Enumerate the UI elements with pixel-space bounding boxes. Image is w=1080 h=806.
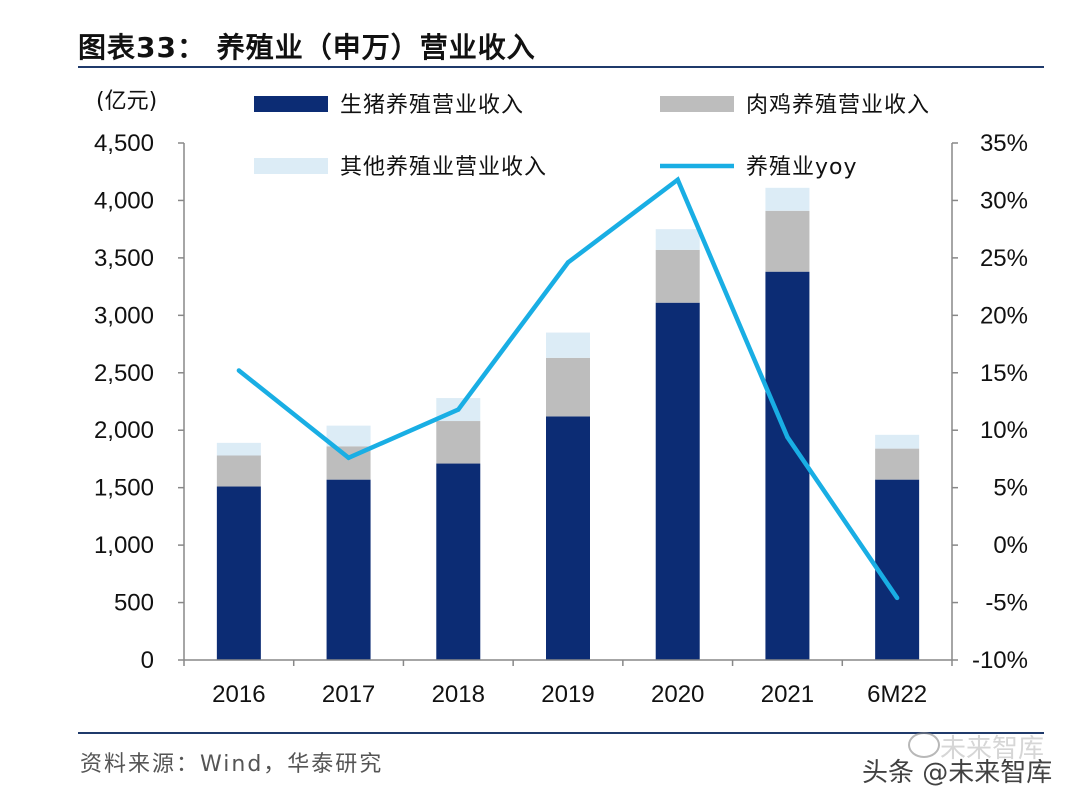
bottom-rule <box>78 732 1044 734</box>
right-tick-label: -5% <box>985 590 1028 617</box>
bar-broiler <box>655 249 700 303</box>
yoy-point <box>675 177 680 182</box>
bar-pig <box>436 463 481 660</box>
left-tick-label: 4,000 <box>94 187 154 214</box>
bar-pig <box>216 486 261 660</box>
bar-pig <box>765 271 810 660</box>
legend-pig-swatch <box>254 96 328 112</box>
bar-pig <box>546 416 590 660</box>
left-tick-label: 1,000 <box>94 532 154 559</box>
x-category-label: 2018 <box>432 681 485 708</box>
bar-pig <box>875 479 920 660</box>
yoy-point <box>785 434 790 440</box>
right-tick-label: 20% <box>980 302 1028 329</box>
bar-pig <box>655 302 700 660</box>
left-tick-label: 3,500 <box>94 245 154 272</box>
bar-broiler <box>216 455 261 487</box>
legend-broiler-swatch <box>660 96 734 112</box>
x-category-label: 6M22 <box>867 681 927 708</box>
x-category-label: 2021 <box>761 681 814 708</box>
x-category-label: 2017 <box>322 681 375 708</box>
watermark-brand: 未来智库 <box>940 734 1045 764</box>
left-tick-label: 4,500 <box>94 130 154 157</box>
title-rule <box>78 66 1044 68</box>
right-tick-label: 30% <box>980 187 1028 214</box>
right-tick-label: 10% <box>980 417 1028 444</box>
bar-other <box>875 434 920 449</box>
yoy-point <box>894 595 900 601</box>
axes: 0 500 1,000 1,500 2,000 2,500 3,000 3,500 4,000 4… <box>94 89 1028 708</box>
x-category-label: 2020 <box>651 681 704 708</box>
legend-yoy-label: 养殖业yoy <box>746 155 858 180</box>
source-note: 资料来源：Wind，华泰研究 <box>80 752 384 777</box>
right-tick-label: 25% <box>980 245 1028 272</box>
chart: 0 500 1,000 1,500 2,000 2,500 3,000 3,500 4,000 4… <box>94 89 1028 708</box>
left-tick-label: 3,000 <box>94 302 154 329</box>
left-tick-label: 2,500 <box>94 360 154 387</box>
right-tick-label: 5% <box>993 475 1028 502</box>
bar-other <box>216 442 261 456</box>
bar-other <box>326 425 371 447</box>
watermark-logo-icon <box>908 732 940 758</box>
x-category-label: 2016 <box>212 681 265 708</box>
yoy-line-group <box>236 176 900 601</box>
watermark: 头条 @未来智库 <box>862 758 1053 788</box>
yoy-point <box>346 455 351 460</box>
yoy-point <box>456 407 461 412</box>
right-tick-label: 15% <box>980 360 1028 387</box>
figure-title: 图表33： 养殖业（申万）营业收入 <box>78 31 536 64</box>
bar-broiler <box>875 448 920 480</box>
right-tick-label: 0% <box>993 532 1028 559</box>
legend-other-swatch <box>254 158 328 174</box>
legend-other-label: 其他养殖业营业收入 <box>340 155 547 180</box>
bar-other <box>655 229 700 250</box>
bar-group <box>216 187 920 660</box>
bar-pig <box>326 479 371 660</box>
left-tick-label: 2,000 <box>94 417 154 444</box>
left-tick-label: 1,500 <box>94 475 154 502</box>
bar-other <box>765 187 810 211</box>
right-tick-label: -10% <box>972 647 1028 674</box>
bar-broiler <box>546 357 590 417</box>
bar-broiler <box>765 210 810 272</box>
yoy-point <box>236 368 242 373</box>
x-category-label: 2019 <box>541 681 594 708</box>
bar-other <box>546 332 590 358</box>
left-tick-label: 0 <box>141 647 154 674</box>
bar-broiler <box>436 421 481 464</box>
legend-pig-label: 生猪养殖营业收入 <box>340 93 524 118</box>
left-tick-label: 500 <box>114 590 154 617</box>
right-tick-label: 35% <box>980 130 1028 157</box>
legend-broiler-label: 肉鸡养殖营业收入 <box>746 93 930 118</box>
yoy-point <box>565 260 571 265</box>
left-axis-unit: (亿元) <box>96 89 157 114</box>
